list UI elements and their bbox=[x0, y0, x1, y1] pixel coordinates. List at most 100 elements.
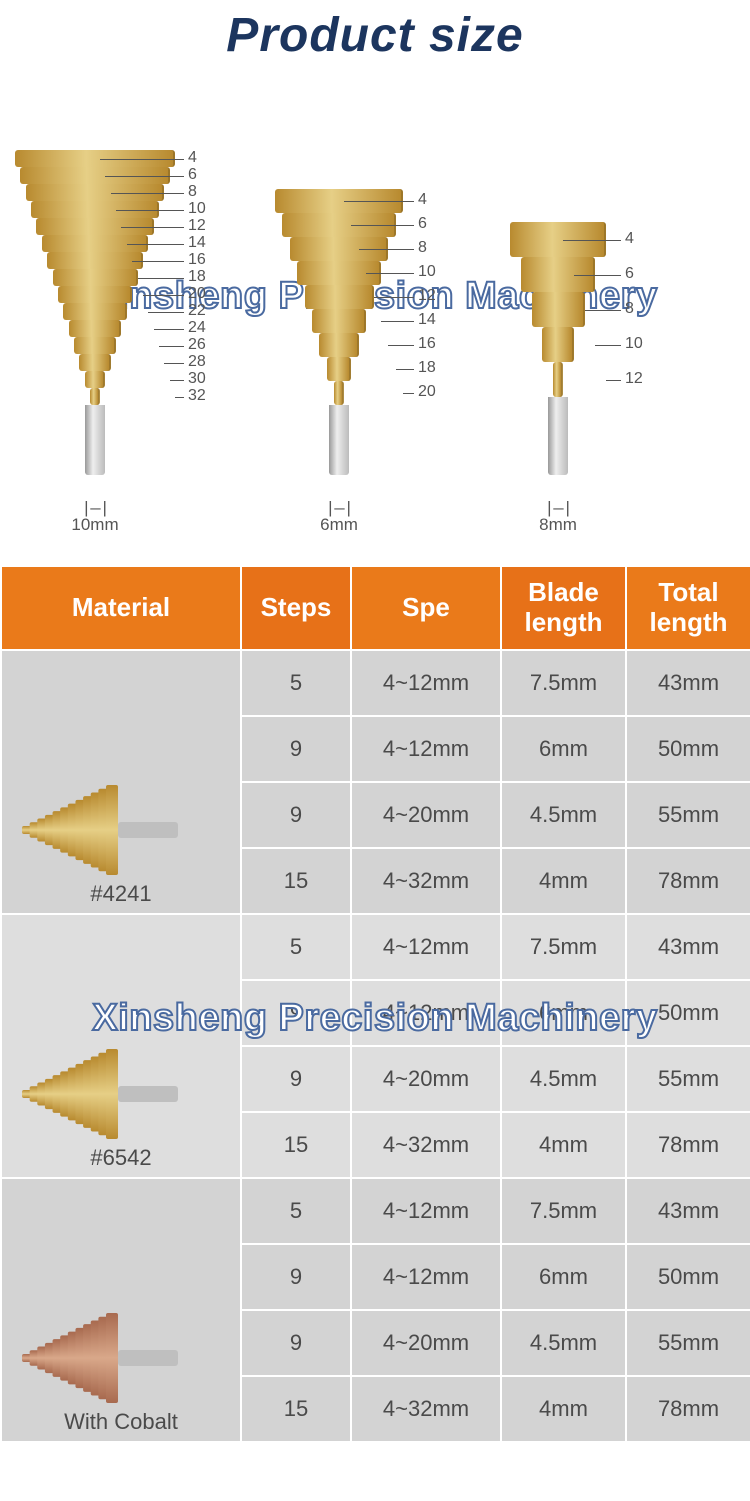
size-label: 20 bbox=[418, 383, 436, 401]
cell-steps: 9 bbox=[241, 716, 351, 782]
leader-line bbox=[132, 261, 184, 262]
size-label: 18 bbox=[188, 268, 206, 286]
cell-steps: 5 bbox=[241, 914, 351, 980]
size-label: 6 bbox=[418, 215, 427, 233]
cell-total: 43mm bbox=[626, 1178, 750, 1244]
cell-total: 43mm bbox=[626, 650, 750, 716]
cell-steps: 5 bbox=[241, 1178, 351, 1244]
drill-step bbox=[85, 371, 106, 388]
drill-shank bbox=[548, 397, 568, 475]
material-label: #6542 bbox=[2, 1145, 240, 1171]
shank-size-label: 6mm bbox=[304, 515, 374, 535]
size-diagram: Xinsheng Precision Machinery 46810121416… bbox=[0, 75, 750, 565]
leader-line bbox=[164, 363, 184, 364]
size-label: 12 bbox=[188, 217, 206, 235]
leader-line bbox=[159, 346, 184, 347]
size-label: 18 bbox=[418, 359, 436, 377]
cell-total: 50mm bbox=[626, 716, 750, 782]
cell-total: 50mm bbox=[626, 1244, 750, 1310]
cell-steps: 9 bbox=[241, 1244, 351, 1310]
size-label: 4 bbox=[625, 230, 634, 248]
leader-line bbox=[170, 380, 184, 381]
cell-steps: 9 bbox=[241, 980, 351, 1046]
size-label: 28 bbox=[188, 353, 206, 371]
drill-step bbox=[327, 357, 352, 381]
leader-line bbox=[606, 380, 621, 381]
cell-blade: 6mm bbox=[501, 1244, 626, 1310]
cell-steps: 15 bbox=[241, 848, 351, 914]
material-cell: With Cobalt bbox=[1, 1178, 241, 1442]
drill-step bbox=[553, 362, 563, 397]
cell-spe: 4~20mm bbox=[351, 1046, 501, 1112]
cell-spe: 4~32mm bbox=[351, 848, 501, 914]
cell-steps: 15 bbox=[241, 1376, 351, 1442]
cell-steps: 5 bbox=[241, 650, 351, 716]
table-row: #654254~12mm7.5mm43mm bbox=[1, 914, 750, 980]
drill-icon bbox=[16, 785, 226, 875]
drill-step bbox=[532, 292, 585, 327]
cell-total: 43mm bbox=[626, 914, 750, 980]
material-label: With Cobalt bbox=[2, 1409, 240, 1435]
drill-icon bbox=[16, 1049, 226, 1139]
cell-blade: 4.5mm bbox=[501, 1310, 626, 1376]
drill-step bbox=[69, 320, 122, 337]
cell-blade: 7.5mm bbox=[501, 914, 626, 980]
cell-blade: 6mm bbox=[501, 716, 626, 782]
cell-spe: 4~12mm bbox=[351, 716, 501, 782]
size-label: 22 bbox=[188, 302, 206, 320]
size-label: 6 bbox=[188, 166, 197, 184]
leader-line bbox=[359, 249, 414, 250]
spec-table: MaterialStepsSpeBladelengthTotallength #… bbox=[0, 565, 750, 1443]
size-label: 6 bbox=[625, 265, 634, 283]
size-label: 12 bbox=[625, 370, 643, 388]
drill-step bbox=[53, 269, 138, 286]
bit-large bbox=[15, 150, 175, 475]
drill-step bbox=[90, 388, 100, 405]
cell-total: 78mm bbox=[626, 1112, 750, 1178]
size-label: 8 bbox=[188, 183, 197, 201]
size-label: 10 bbox=[188, 200, 206, 218]
cell-spe: 4~20mm bbox=[351, 782, 501, 848]
bit-medium bbox=[275, 189, 403, 475]
shank-size-label: 8mm bbox=[523, 515, 593, 535]
size-label: 12 bbox=[418, 287, 436, 305]
shank-caliper: |—|6mm bbox=[304, 505, 374, 535]
spec-table-wrap: MaterialStepsSpeBladelengthTotallength #… bbox=[0, 565, 750, 1443]
size-label: 20 bbox=[188, 285, 206, 303]
drill-step bbox=[74, 337, 116, 354]
size-label: 10 bbox=[418, 263, 436, 281]
cell-total: 55mm bbox=[626, 1310, 750, 1376]
table-row: With Cobalt54~12mm7.5mm43mm bbox=[1, 1178, 750, 1244]
cell-blade: 4mm bbox=[501, 848, 626, 914]
size-label: 8 bbox=[418, 239, 427, 257]
leader-line bbox=[374, 297, 415, 298]
cell-total: 50mm bbox=[626, 980, 750, 1046]
leader-line bbox=[396, 369, 414, 370]
drill-step bbox=[79, 354, 110, 371]
drill-step bbox=[319, 333, 359, 357]
page-title: Product size bbox=[0, 0, 750, 75]
cell-steps: 9 bbox=[241, 1310, 351, 1376]
size-label: 10 bbox=[625, 335, 643, 353]
size-label: 4 bbox=[188, 149, 197, 167]
cell-steps: 9 bbox=[241, 782, 351, 848]
cell-total: 55mm bbox=[626, 782, 750, 848]
leader-line bbox=[366, 273, 414, 274]
size-label: 26 bbox=[188, 336, 206, 354]
cell-blade: 7.5mm bbox=[501, 650, 626, 716]
size-label: 4 bbox=[418, 191, 427, 209]
cell-blade: 4mm bbox=[501, 1112, 626, 1178]
material-cell: #6542 bbox=[1, 914, 241, 1178]
leader-line bbox=[121, 227, 184, 228]
leader-line bbox=[127, 244, 184, 245]
cell-spe: 4~12mm bbox=[351, 1178, 501, 1244]
shank-caliper: |—|10mm bbox=[60, 505, 130, 535]
leader-line bbox=[595, 345, 621, 346]
size-label: 30 bbox=[188, 370, 206, 388]
table-row: #424154~12mm7.5mm43mm bbox=[1, 650, 750, 716]
material-cell: #4241 bbox=[1, 650, 241, 914]
leader-line bbox=[563, 240, 621, 241]
leader-line bbox=[154, 329, 184, 330]
cell-spe: 4~12mm bbox=[351, 914, 501, 980]
cell-blade: 4.5mm bbox=[501, 782, 626, 848]
